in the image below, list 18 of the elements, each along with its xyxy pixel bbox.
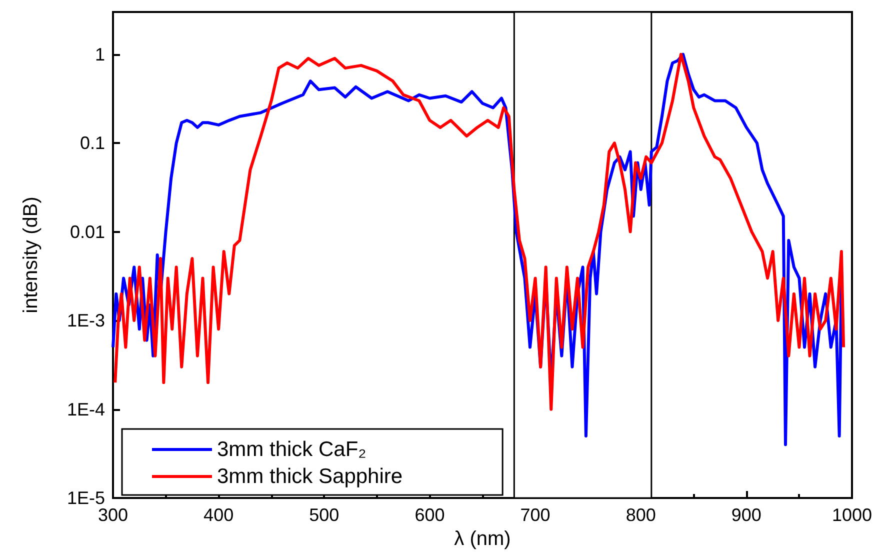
x-tick-label: 800 xyxy=(626,505,656,525)
x-tick-label: 400 xyxy=(204,505,234,525)
x-tick-label: 700 xyxy=(520,505,550,525)
y-axis-title: intensity (dB) xyxy=(20,196,42,314)
legend-label: 3mm thick CaF₂ xyxy=(217,438,366,461)
y-tick-label: 1 xyxy=(94,44,105,64)
legend-label: 3mm thick Sapphire xyxy=(217,465,403,488)
y-tick-label: 1E-3 xyxy=(66,310,105,331)
x-tick-label: 900 xyxy=(731,505,762,525)
x-axis-title: λ (nm) xyxy=(454,528,511,550)
x-tick-label: 500 xyxy=(309,505,340,525)
y-tick-label: 1E-4 xyxy=(66,399,105,420)
x-tick-label: 300 xyxy=(98,505,128,525)
y-tick-label: 1E-5 xyxy=(66,488,105,508)
x-tick-label: 600 xyxy=(414,505,445,525)
x-tick-label: 1000 xyxy=(832,505,872,525)
y-tick-label: 0.01 xyxy=(70,222,105,242)
y-tick-label: 0.1 xyxy=(80,133,105,154)
